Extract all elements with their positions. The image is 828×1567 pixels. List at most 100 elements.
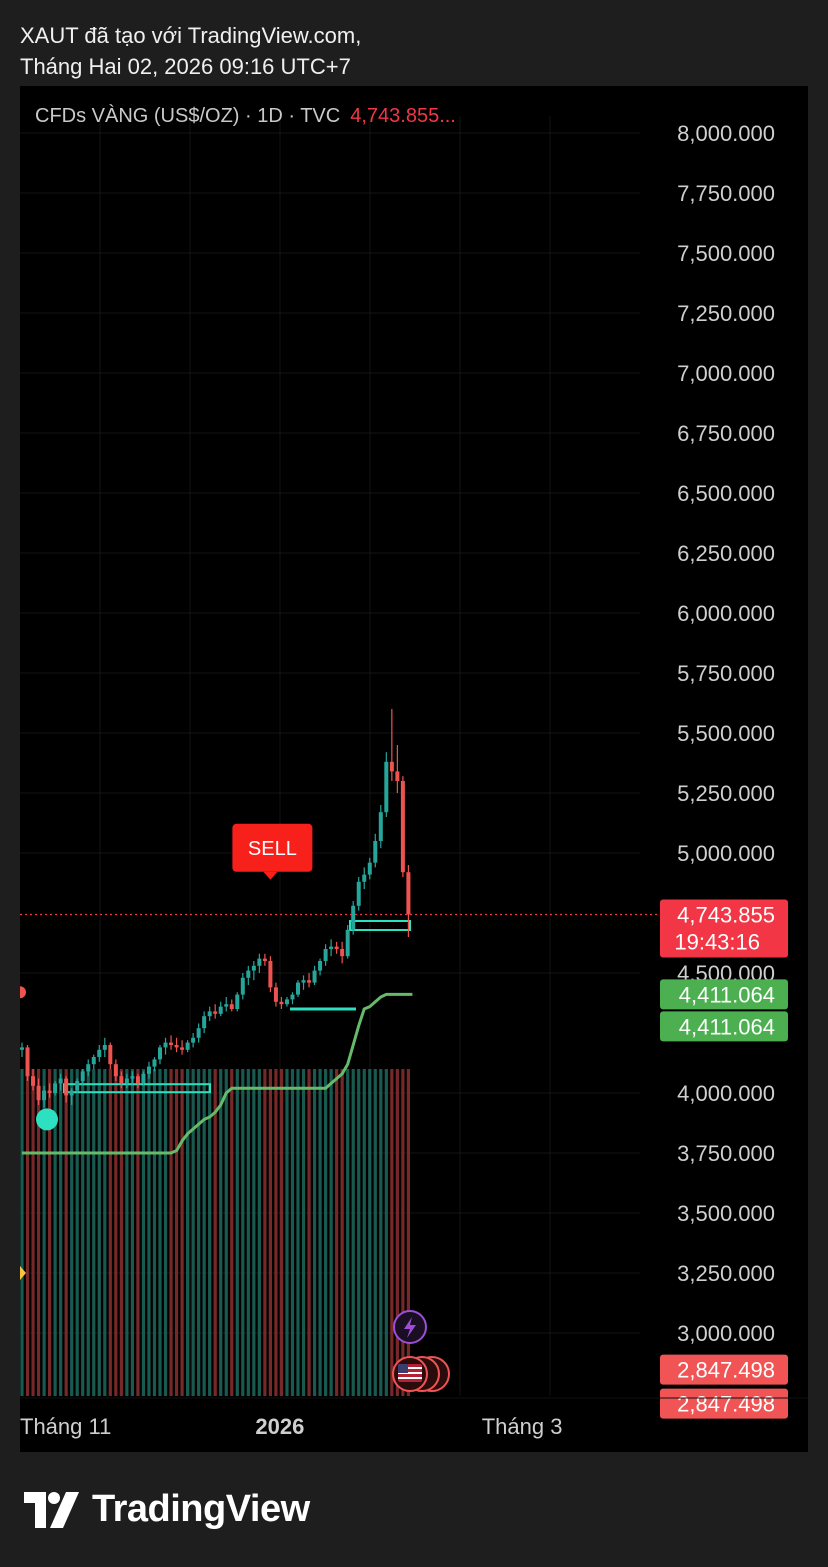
volume-bar — [230, 1069, 234, 1396]
candle-body — [312, 970, 317, 983]
candle-body — [229, 1004, 234, 1009]
candle-body — [296, 982, 300, 995]
volume-bar — [92, 1069, 96, 1396]
candle-body — [351, 905, 356, 930]
countdown-tag: 19:43:16 — [674, 929, 760, 954]
y-tick-label: 4,000.000 — [677, 1081, 775, 1106]
y-tick-label: 5,750.000 — [677, 661, 775, 686]
candle-body — [130, 1076, 135, 1079]
candle-body — [58, 1078, 63, 1084]
volume-bar — [158, 1069, 162, 1396]
flag-canton — [398, 1364, 408, 1373]
candle-body — [389, 761, 394, 772]
candle-body — [207, 1011, 212, 1017]
y-tick-label: 3,750.000 — [677, 1141, 775, 1166]
volume-bar — [324, 1069, 328, 1396]
candle-body — [257, 958, 262, 966]
volume-bar — [290, 1069, 295, 1396]
support-zone-box — [349, 920, 411, 931]
volume-bar — [390, 1069, 394, 1396]
lightning-icon — [404, 1317, 416, 1338]
volume-bar — [296, 1069, 300, 1396]
volume-bar — [224, 1069, 228, 1396]
sell-signal-pointer — [263, 871, 278, 880]
volume-bar — [119, 1069, 123, 1396]
y-tick-label: 8,000.000 — [677, 121, 775, 146]
candle-body — [246, 970, 251, 978]
symbol-legend[interactable]: CFDs VÀNG (US$/OZ) · 1D · TVC 4,743.855..… — [35, 105, 456, 128]
x-tick-label: 2026 — [255, 1414, 304, 1439]
y-tick-label: 7,500.000 — [677, 241, 775, 266]
candle-body — [174, 1045, 179, 1048]
candle-body — [251, 965, 256, 971]
chart-frame[interactable]: 8,000.000 7,750.000 7,500.000 7,250.000 7,00… — [20, 86, 808, 1452]
price-chart[interactable]: 8,000.000 7,750.000 7,500.000 7,250.000 7,00… — [20, 86, 808, 1452]
x-tick-label: Tháng 3 — [482, 1414, 563, 1439]
volume-bar — [219, 1069, 223, 1396]
volume-bar — [75, 1069, 79, 1396]
candle-body — [158, 1047, 162, 1060]
candle-body — [345, 929, 350, 957]
volume-bar — [208, 1069, 212, 1396]
candle-body — [191, 1037, 196, 1043]
y-tick-label: 6,500.000 — [677, 481, 775, 506]
candle-body — [25, 1047, 30, 1077]
volume-bar — [108, 1069, 112, 1396]
candle-body — [102, 1045, 107, 1050]
candle-body — [91, 1057, 96, 1065]
volume-bar — [31, 1069, 35, 1396]
candle-body — [202, 1016, 207, 1029]
volume-bar — [141, 1069, 146, 1396]
candle-body — [218, 1006, 223, 1014]
candle-body — [240, 977, 245, 995]
volume-bar — [257, 1069, 261, 1396]
y-tick-label: 7,000.000 — [677, 361, 775, 386]
volume-bar — [285, 1069, 289, 1396]
candle-body — [318, 961, 323, 971]
candle-body — [329, 946, 334, 949]
candle-body — [307, 980, 312, 983]
candle-body — [20, 1047, 24, 1050]
candle-body — [80, 1071, 85, 1081]
support-zone-box — [63, 1083, 211, 1094]
y-tick-label: 7,750.000 — [677, 181, 775, 206]
candle-body — [356, 881, 361, 906]
candle-body — [180, 1047, 185, 1050]
candle-body — [169, 1042, 174, 1045]
candle-body — [400, 781, 405, 873]
candle-body — [75, 1081, 80, 1091]
volume-bar — [152, 1069, 157, 1396]
volume-bar — [197, 1069, 201, 1396]
low-price-tag: 2,847.498 — [677, 1392, 775, 1417]
volume-bar — [340, 1069, 344, 1396]
volume-bar — [406, 1069, 410, 1396]
y-tick-label: 7,250.000 — [677, 301, 775, 326]
candle-body — [395, 771, 400, 781]
buy-signal-dot — [36, 1108, 58, 1131]
volume-bar — [81, 1069, 85, 1396]
last-price-tag: 4,743.855 — [677, 902, 775, 927]
candle-body — [135, 1076, 140, 1084]
flag-stripe — [398, 1367, 422, 1369]
low-price-tag-bg — [660, 1388, 788, 1419]
last-price-tag-bg — [660, 899, 788, 958]
candle-body — [290, 994, 295, 1000]
volume-bar — [169, 1069, 173, 1396]
volume-bar — [379, 1069, 383, 1396]
volume-bar — [86, 1069, 90, 1396]
volume-bar — [180, 1069, 184, 1396]
y-tick-label: 6,750.000 — [677, 421, 775, 446]
trailing-stop-line — [22, 992, 413, 1155]
sell-signal-label: SELL — [248, 838, 297, 860]
left-edge-arrow — [20, 1266, 26, 1280]
volume-bar — [395, 1069, 399, 1396]
candle-body — [213, 1011, 218, 1014]
candle-body — [268, 961, 273, 988]
volume-bar — [318, 1069, 322, 1396]
y-tick-label: 6,000.000 — [677, 601, 775, 626]
candle-body — [334, 946, 339, 949]
volume-bar — [136, 1069, 140, 1396]
candle-body — [362, 874, 367, 882]
volume-bar — [186, 1069, 190, 1396]
y-tick-label: 5,250.000 — [677, 781, 775, 806]
